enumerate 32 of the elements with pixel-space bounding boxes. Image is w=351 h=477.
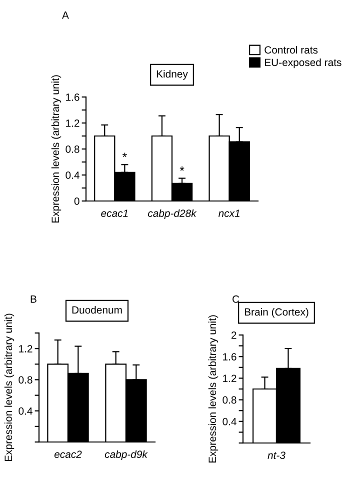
chart-title: Brain (Cortex) [244, 308, 308, 318]
y-axis-title: Expression levels (arbitrary unit) [4, 314, 14, 462]
y-tick-label: 1.2 [66, 120, 80, 127]
legend-label: EU-exposed rats [264, 58, 342, 68]
x-tick-label: ecac2 [54, 450, 82, 458]
y-tick-label: 0.4 [66, 172, 80, 179]
y-tick-label: 0.8 [222, 396, 236, 404]
y-tick-label: 1.2 [19, 345, 32, 352]
text: B [30, 296, 36, 303]
x-tick-label: ecac1 [101, 210, 128, 217]
y-tick-label: 0.8 [18, 376, 32, 384]
y-axis-title: Expression levels (arbitrary unit) [51, 75, 62, 223]
y-tick-label: 0.4 [18, 407, 32, 415]
y-tick-label: 1.6 [66, 94, 80, 101]
chart-title: Kidney [156, 70, 188, 80]
y-tick-label: 0 [74, 198, 80, 205]
text: C [232, 295, 240, 303]
x-tick-label: cabp-d9k [104, 450, 148, 460]
y-tick-label: 0.8 [66, 146, 80, 153]
annotation: * [122, 152, 127, 158]
chart-title: Duodenum [72, 306, 122, 314]
x-tick-label: cabp-d28k [148, 209, 197, 220]
legend-label: Control rats [264, 46, 318, 54]
y-axis-title: Expression levels (arbitrary unit) [208, 315, 218, 463]
x-tick-label: ncx1 [218, 210, 240, 217]
y-tick-label: 2 [231, 332, 236, 339]
y-tick-label: 0.4 [222, 418, 236, 426]
y-tick-label: 1.2 [223, 374, 236, 382]
text: A [62, 12, 69, 19]
annotation: * [180, 166, 184, 171]
x-tick-label: nt-3 [268, 452, 286, 459]
y-tick-label: 1.6 [223, 353, 236, 360]
